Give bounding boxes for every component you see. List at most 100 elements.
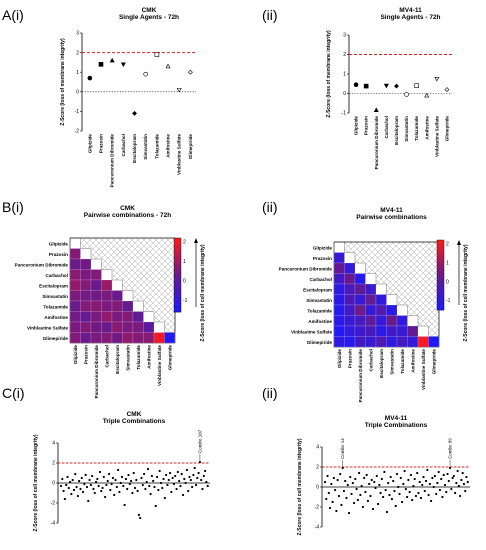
data-point bbox=[358, 471, 361, 475]
data-point bbox=[162, 477, 165, 481]
data-point bbox=[153, 485, 156, 489]
colorbar-segment bbox=[437, 289, 444, 292]
y-tick-label: 1 bbox=[76, 70, 79, 76]
heatmap-cell bbox=[354, 283, 366, 295]
data-point bbox=[334, 488, 337, 492]
inv-triangle-open-marker bbox=[176, 87, 182, 93]
data-point bbox=[62, 489, 65, 493]
colorbar-segment bbox=[174, 263, 181, 267]
colorbar-segment bbox=[437, 275, 444, 278]
y-tick-label: 0 bbox=[343, 91, 346, 97]
colorbar-segment bbox=[437, 299, 444, 302]
col-label: Pancuronium Dibromide bbox=[358, 349, 363, 403]
data-point bbox=[202, 474, 205, 478]
data-point bbox=[327, 491, 330, 495]
col-label: Amifostine bbox=[146, 345, 151, 369]
colorbar-tick-label: 1 bbox=[446, 260, 449, 266]
heatmap-cell bbox=[354, 336, 366, 348]
chart-subtitle: Single Agents - 72h bbox=[119, 14, 179, 21]
data-point bbox=[349, 475, 352, 479]
heatmap-cell bbox=[396, 325, 408, 337]
data-point bbox=[406, 495, 409, 499]
colorbar-segment bbox=[174, 304, 181, 307]
data-point bbox=[392, 479, 395, 483]
heatmap-cell bbox=[333, 262, 345, 274]
colorbar-tick-label: 2 bbox=[446, 241, 449, 247]
col-label: Simvastatin bbox=[125, 345, 130, 371]
data-point bbox=[409, 473, 412, 477]
heatmap-cell bbox=[344, 262, 356, 274]
colorbar-segment bbox=[437, 280, 444, 283]
colorbar-label: Z-Score (loss of cell membrane integrity… bbox=[463, 244, 469, 341]
data-point bbox=[137, 513, 140, 517]
data-point bbox=[161, 486, 164, 490]
colorbar-segment bbox=[174, 284, 181, 287]
data-point bbox=[370, 478, 373, 482]
data-point bbox=[350, 492, 353, 496]
y-tick-label: 0 bbox=[52, 481, 55, 487]
colorbar-segment bbox=[437, 287, 444, 290]
heatmap-cell bbox=[153, 332, 165, 344]
heatmap-cell bbox=[111, 290, 123, 302]
heatmap-cell bbox=[365, 283, 377, 295]
colorbar-segment bbox=[174, 243, 181, 246]
heatmap-cell bbox=[375, 294, 387, 306]
data-point bbox=[192, 473, 195, 477]
heatmap-cell bbox=[80, 258, 92, 270]
data-point bbox=[117, 468, 120, 472]
heatmap-cell bbox=[80, 269, 92, 281]
heatmap-cell bbox=[132, 332, 144, 344]
triangle-marker bbox=[373, 107, 379, 112]
x-category-label: Glimepiride bbox=[444, 116, 449, 142]
data-point bbox=[448, 466, 452, 470]
colorbar-segment bbox=[437, 243, 444, 246]
heatmap-cell bbox=[69, 279, 81, 291]
data-point bbox=[450, 487, 453, 491]
row-label: Escitalopram bbox=[39, 283, 68, 288]
heatmap-cell bbox=[365, 325, 377, 337]
chart-subtitle: Triple Combinations bbox=[103, 418, 166, 425]
data-point bbox=[452, 474, 455, 478]
data-point bbox=[148, 484, 151, 488]
y-tick-label: 2 bbox=[52, 461, 55, 467]
heatmap-cell bbox=[365, 336, 377, 348]
col-label: Carbachol bbox=[368, 349, 373, 371]
data-point bbox=[382, 495, 385, 499]
data-point bbox=[101, 486, 104, 490]
col-label: Glipizide bbox=[73, 345, 78, 365]
heatmap-cell bbox=[344, 304, 356, 316]
data-point bbox=[96, 477, 99, 481]
data-point bbox=[433, 474, 436, 478]
x-category-label: Prazosin bbox=[99, 134, 104, 153]
x-category-label: Vinblastine Sulfate bbox=[434, 116, 439, 157]
data-point bbox=[371, 507, 375, 511]
colorbar-segment bbox=[437, 308, 444, 311]
heatmap-cell bbox=[333, 304, 345, 316]
data-point bbox=[170, 490, 173, 494]
heatmap-cell bbox=[375, 336, 387, 348]
row-label: Tolazamide bbox=[307, 308, 332, 313]
triangle-open-marker bbox=[424, 92, 430, 98]
heatmap-cell bbox=[386, 325, 398, 337]
data-point bbox=[124, 477, 128, 481]
data-point bbox=[136, 489, 139, 493]
data-point bbox=[80, 476, 83, 480]
data-point bbox=[435, 492, 438, 496]
chart-title: MV4-11 bbox=[380, 207, 403, 214]
row-label: Glimepiride bbox=[43, 336, 69, 341]
heatmap-cell bbox=[375, 325, 387, 337]
y-axis-label: Z-Score (loss of membrane integrity) bbox=[60, 38, 66, 126]
data-point bbox=[150, 474, 153, 478]
y-tick-label: -1 bbox=[342, 111, 347, 117]
data-point bbox=[140, 476, 143, 480]
row-label: Carbachol bbox=[310, 277, 332, 282]
data-point bbox=[92, 487, 95, 491]
heatmap-cell bbox=[344, 283, 356, 295]
data-point bbox=[197, 471, 200, 475]
square-marker bbox=[363, 83, 369, 89]
diamond-marker bbox=[394, 83, 399, 89]
col-label: Escitalopram bbox=[379, 349, 384, 378]
colorbar-segment bbox=[437, 255, 444, 258]
colorbar-segment bbox=[437, 292, 444, 295]
